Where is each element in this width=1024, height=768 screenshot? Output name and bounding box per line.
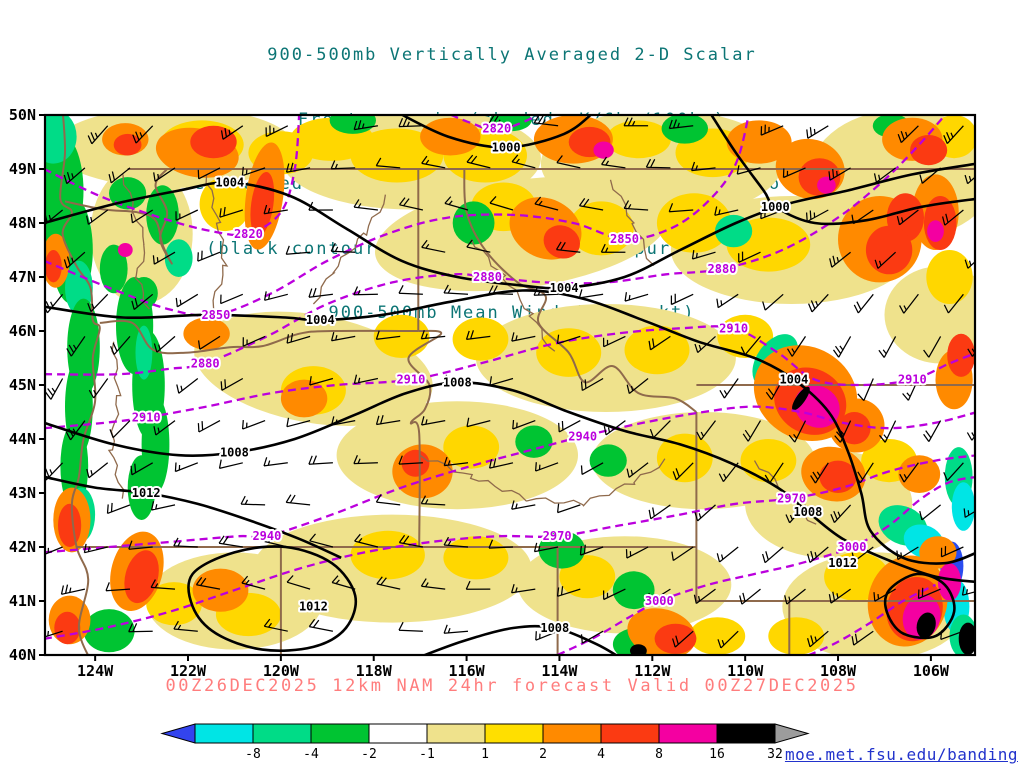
svg-text:1000: 1000 bbox=[492, 140, 521, 154]
svg-text:1008: 1008 bbox=[220, 446, 249, 460]
svg-text:1008: 1008 bbox=[540, 621, 569, 635]
state-borders bbox=[59, 115, 975, 655]
svg-text:40N: 40N bbox=[9, 646, 36, 664]
contour-labels: 2820 2820 2850 2850 2880 2880 2880 2910 2910 2910… bbox=[130, 120, 929, 638]
svg-text:2910: 2910 bbox=[396, 373, 425, 387]
svg-text:49N: 49N bbox=[9, 160, 36, 178]
svg-text:2820: 2820 bbox=[234, 227, 263, 241]
svg-text:1008: 1008 bbox=[443, 375, 472, 389]
svg-text:122W: 122W bbox=[170, 662, 207, 680]
axes: 50N 49N 48N 47N 46N 45N 44N 43N 42N 41N 40N 124W 122… bbox=[9, 106, 977, 680]
svg-text:48N: 48N bbox=[9, 214, 36, 232]
svg-text:1000: 1000 bbox=[761, 200, 790, 214]
svg-text:1004: 1004 bbox=[306, 313, 335, 327]
mslp-contours bbox=[45, 115, 975, 655]
svg-text:118W: 118W bbox=[356, 662, 393, 680]
svg-text:50N: 50N bbox=[9, 106, 36, 124]
svg-text:46N: 46N bbox=[9, 322, 36, 340]
svg-text:1004: 1004 bbox=[215, 176, 244, 190]
svg-text:2820: 2820 bbox=[482, 122, 511, 136]
svg-text:2: 2 bbox=[539, 747, 547, 762]
svg-text:1012: 1012 bbox=[828, 556, 857, 570]
svg-text:108W: 108W bbox=[820, 662, 857, 680]
svg-text:3000: 3000 bbox=[838, 540, 867, 554]
svg-text:2940: 2940 bbox=[568, 429, 597, 443]
svg-text:1012: 1012 bbox=[299, 599, 328, 613]
svg-text:2940: 2940 bbox=[252, 529, 281, 543]
svg-text:2880: 2880 bbox=[191, 356, 220, 370]
svg-text:114W: 114W bbox=[541, 662, 578, 680]
svg-text:32: 32 bbox=[767, 747, 783, 762]
svg-text:16: 16 bbox=[709, 747, 725, 762]
svg-text:2970: 2970 bbox=[543, 529, 572, 543]
svg-text:41N: 41N bbox=[9, 592, 36, 610]
svg-text:-1: -1 bbox=[419, 747, 435, 762]
title-line: 900-500mb Vertically Averaged 2-D Scalar bbox=[267, 45, 757, 65]
svg-text:3000: 3000 bbox=[645, 594, 674, 608]
svg-text:-4: -4 bbox=[303, 747, 319, 762]
forecast-validity-line: 00Z26DEC2025 12km NAM 24hr forecast Vali… bbox=[165, 676, 859, 696]
svg-text:112W: 112W bbox=[634, 662, 671, 680]
svg-text:2880: 2880 bbox=[708, 262, 737, 276]
svg-text:43N: 43N bbox=[9, 484, 36, 502]
svg-text:8: 8 bbox=[655, 747, 663, 762]
svg-text:120W: 120W bbox=[263, 662, 300, 680]
svg-text:2880: 2880 bbox=[473, 270, 502, 284]
svg-text:47N: 47N bbox=[9, 268, 36, 286]
svg-text:1004: 1004 bbox=[779, 373, 808, 387]
svg-text:4: 4 bbox=[597, 747, 605, 762]
svg-text:124W: 124W bbox=[77, 662, 114, 680]
colorbar: -8 -4 -2 -1 1 2 4 8 16 32 bbox=[160, 723, 810, 762]
svg-text:1008: 1008 bbox=[793, 505, 822, 519]
svg-text:2850: 2850 bbox=[201, 308, 230, 322]
svg-text:-2: -2 bbox=[361, 747, 377, 762]
svg-text:-8: -8 bbox=[245, 747, 261, 762]
svg-text:1: 1 bbox=[481, 747, 489, 762]
svg-text:116W: 116W bbox=[449, 662, 486, 680]
svg-text:2850: 2850 bbox=[610, 232, 639, 246]
svg-text:44N: 44N bbox=[9, 430, 36, 448]
svg-text:2910: 2910 bbox=[898, 373, 927, 387]
wind-barbs bbox=[45, 115, 975, 649]
svg-text:2970: 2970 bbox=[777, 491, 806, 505]
svg-text:110W: 110W bbox=[727, 662, 764, 680]
svg-text:106W: 106W bbox=[913, 662, 950, 680]
svg-text:42N: 42N bbox=[9, 538, 36, 556]
height-contours bbox=[45, 115, 975, 655]
svg-text:2910: 2910 bbox=[132, 410, 161, 424]
svg-text:2910: 2910 bbox=[719, 321, 748, 335]
site-link[interactable]: moe.met.fsu.edu/banding bbox=[784, 745, 1018, 764]
svg-text:45N: 45N bbox=[9, 376, 36, 394]
svg-text:1004: 1004 bbox=[550, 281, 579, 295]
svg-text:1012: 1012 bbox=[132, 486, 161, 500]
